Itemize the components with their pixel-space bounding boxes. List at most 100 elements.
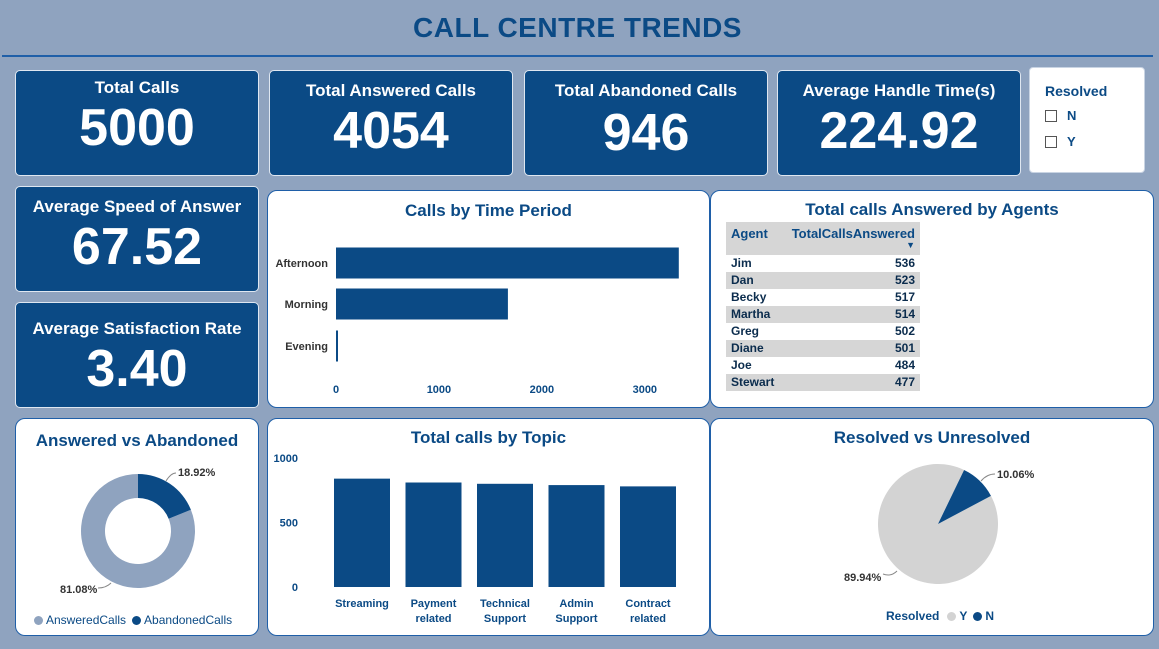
donut-label-answered: 81.08% xyxy=(60,584,98,596)
answered-vs-abandoned-chart: 18.92% 81.08% xyxy=(60,467,216,596)
calls-answered-cell: 501 xyxy=(780,340,920,357)
kpi-total-abandoned-calls: Total Abandoned Calls 946 xyxy=(524,70,768,176)
legend-item-n: N xyxy=(973,609,994,623)
checkbox-n[interactable] xyxy=(1045,109,1057,122)
category-label: Contract related xyxy=(625,598,671,625)
chart-title: Resolved vs Unresolved xyxy=(833,428,1031,447)
category-label: Streaming xyxy=(335,598,389,610)
y-tick-label: 1000 xyxy=(274,453,298,465)
bar xyxy=(548,485,605,587)
table-row[interactable]: Dan 523 xyxy=(726,272,920,289)
calls-answered-cell: 514 xyxy=(780,306,920,323)
category-label: Morning xyxy=(285,299,328,311)
leader-line xyxy=(97,582,112,589)
legend-title: Resolved xyxy=(886,609,940,623)
legend-item-abandoned: AbandonedCalls xyxy=(132,613,232,627)
answered-vs-abandoned-panel: Answered vs Abandoned 18.92% 81.08% Answe… xyxy=(15,418,259,636)
dashboard-header: CALL CENTRE TRENDS xyxy=(2,0,1153,57)
agents-table: Agent TotalCallsAnswered ▼ Jim 536 Dan 523 Be… xyxy=(726,222,920,391)
resolved-legend: Resolved Y N xyxy=(886,609,1000,623)
table-row[interactable]: Martha 514 xyxy=(726,306,920,323)
resolved-slicer: Resolved N Y xyxy=(1029,67,1145,173)
chart-title: Calls by Time Period xyxy=(405,201,572,220)
leader-line xyxy=(882,570,898,576)
kpi-value: 224.92 xyxy=(819,102,979,160)
bar xyxy=(336,330,338,362)
slicer-option-n[interactable]: N xyxy=(1045,108,1076,123)
kpi-value: 4054 xyxy=(333,102,449,160)
bar xyxy=(405,482,462,587)
bar xyxy=(334,478,390,587)
calls-by-time-period-panel: Calls by Time Period Afternoon Morning Eve… xyxy=(267,190,710,408)
agent-name-cell: Joe xyxy=(731,358,752,372)
bar xyxy=(336,247,679,279)
kpi-average-handle-time: Average Handle Time(s) 224.92 xyxy=(777,70,1021,176)
calls-answered-cell: 484 xyxy=(894,358,915,372)
kpi-value: 946 xyxy=(602,104,690,162)
agents-table-panel: Total calls Answered by Agents Agent Tot… xyxy=(710,190,1154,408)
pie-slice-n xyxy=(938,469,991,524)
kpi-total-answered-calls: Total Answered Calls 4054 xyxy=(269,70,513,176)
slicer-title: Resolved xyxy=(1045,83,1108,99)
bar xyxy=(336,288,508,320)
table-row[interactable]: Stewart 477 xyxy=(726,374,920,391)
calls-answered-cell: 517 xyxy=(894,290,915,304)
x-tick-label: 3000 xyxy=(633,384,657,396)
agent-name-cell: Greg xyxy=(731,324,760,338)
agent-name-cell: Jim xyxy=(731,256,752,270)
agent-name-cell: Becky xyxy=(731,290,767,304)
column-header-total-calls-answered[interactable]: TotalCallsAnswered ▼ xyxy=(780,222,920,255)
page-title: CALL CENTRE TRENDS xyxy=(413,11,742,43)
bar xyxy=(477,483,533,587)
resolved-vs-unresolved-panel: Resolved vs Unresolved 10.06% 89.94% Reso… xyxy=(710,418,1154,636)
category-label: Afternoon xyxy=(275,258,328,270)
checkbox-y[interactable] xyxy=(1045,135,1057,148)
chart-title: Answered vs Abandoned xyxy=(35,431,239,450)
kpi-average-satisfaction-rate: Average Satisfaction Rate 3.40 xyxy=(15,302,259,408)
calls-by-time-period-chart: Afternoon Morning Evening 0 1000 2000 3000 xyxy=(275,247,679,396)
kpi-label: Total Calls xyxy=(94,78,180,97)
table-row[interactable]: Diane 501 xyxy=(726,340,920,357)
agent-name-cell: Diane xyxy=(726,340,780,357)
legend-item-answered: AnsweredCalls xyxy=(34,613,126,627)
resolved-vs-unresolved-chart: 10.06% 89.94% xyxy=(844,464,1035,584)
table-row[interactable]: Becky 517 xyxy=(726,289,920,306)
column-header-agent[interactable]: Agent xyxy=(726,222,780,255)
calls-answered-cell: 523 xyxy=(780,272,920,289)
kpi-label: Average Speed of Answer xyxy=(32,197,242,216)
kpi-label: Average Satisfaction Rate xyxy=(32,319,242,338)
x-tick-label: 0 xyxy=(333,384,339,396)
slicer-option-label: Y xyxy=(1067,134,1076,149)
table-title: Total calls Answered by Agents xyxy=(805,200,1059,219)
donut-slice-answered xyxy=(81,474,195,588)
slicer-option-y[interactable]: Y xyxy=(1045,134,1076,149)
legend-item-y: Y xyxy=(947,609,967,623)
calls-by-topic-panel: Total calls by Topic 0 500 1000 Streaming Pa… xyxy=(267,418,710,636)
calls-by-topic-chart: 0 500 1000 Streaming Payment related Technical… xyxy=(274,453,676,625)
agent-name-cell: Martha xyxy=(726,306,780,323)
table-row[interactable]: Joe 484 xyxy=(726,357,920,374)
kpi-value: 5000 xyxy=(79,99,195,157)
leader-line xyxy=(165,472,177,482)
x-tick-label: 2000 xyxy=(530,384,554,396)
kpi-average-speed-of-answer: Average Speed of Answer 67.52 xyxy=(15,186,259,292)
kpi-value: 3.40 xyxy=(86,340,188,398)
kpi-value: 67.52 xyxy=(71,218,203,276)
category-label: Technical Support xyxy=(480,598,530,625)
pie-label-n: 10.06% xyxy=(997,469,1035,481)
leader-line xyxy=(980,473,996,482)
chart-title: Total calls by Topic xyxy=(410,428,567,447)
kpi-total-calls: Total Calls 5000 xyxy=(15,70,259,176)
donut-slice-abandoned xyxy=(138,474,191,519)
answered-abandoned-legend: AnsweredCalls AbandonedCalls xyxy=(34,613,238,627)
kpi-label: Total Abandoned Calls xyxy=(554,81,738,100)
category-label: Payment related xyxy=(411,598,457,625)
category-label: Admin Support xyxy=(555,598,597,625)
calls-answered-cell: 477 xyxy=(780,374,920,391)
agent-name-cell: Dan xyxy=(726,272,780,289)
table-row[interactable]: Jim 536 xyxy=(726,255,920,272)
kpi-label: Total Answered Calls xyxy=(305,81,477,100)
table-row[interactable]: Greg 502 xyxy=(726,323,920,340)
slicer-option-label: N xyxy=(1067,108,1077,123)
bar xyxy=(620,486,676,587)
